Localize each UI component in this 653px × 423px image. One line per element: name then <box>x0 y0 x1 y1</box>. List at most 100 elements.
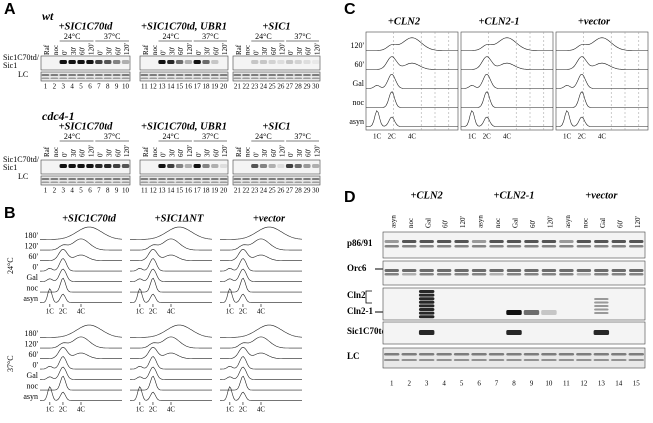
band <box>112 181 121 183</box>
label: +CLN2 <box>388 16 421 27</box>
band <box>594 305 609 307</box>
label: 8 <box>106 83 110 91</box>
label: 2C <box>239 308 248 316</box>
lane-label: 120' <box>221 43 229 55</box>
band <box>166 74 175 76</box>
label: 19 <box>211 187 219 195</box>
lane-label: noc <box>151 147 159 157</box>
band <box>202 60 210 64</box>
band <box>121 77 130 79</box>
lane-label: Raf <box>235 44 243 55</box>
label: 29 <box>303 83 311 91</box>
histogram <box>40 248 122 261</box>
lane-label: noc <box>244 147 252 157</box>
histogram <box>130 336 212 349</box>
band <box>59 60 67 64</box>
lane-label: Raf <box>142 44 150 55</box>
label: 13 <box>159 83 167 91</box>
band <box>184 164 193 168</box>
label: 1 <box>44 83 48 91</box>
lane-label: 60' <box>529 220 537 228</box>
blot-box <box>232 55 321 71</box>
band <box>541 359 557 361</box>
label: 60' <box>29 252 39 261</box>
label: 27 <box>286 83 294 91</box>
histogram <box>461 37 553 51</box>
label: 1C <box>136 406 145 414</box>
band <box>524 273 539 276</box>
band <box>219 77 228 79</box>
label: +SIC1 <box>262 21 290 32</box>
band <box>202 178 210 180</box>
band <box>268 60 276 64</box>
histogram <box>220 277 302 293</box>
band <box>384 273 399 276</box>
histogram <box>220 238 302 251</box>
band <box>112 164 121 168</box>
band <box>277 164 285 168</box>
band <box>294 77 303 79</box>
label: wt <box>42 9 54 23</box>
label: asyn <box>349 117 364 126</box>
label: 37°C <box>104 132 121 141</box>
blot-box <box>139 175 229 186</box>
histogram <box>220 288 302 303</box>
label: +SIC1ΔNT <box>155 213 204 224</box>
label: 3 <box>62 83 66 91</box>
histogram <box>556 37 648 51</box>
blot-box <box>382 287 646 321</box>
band <box>401 273 417 276</box>
band <box>268 164 276 168</box>
label: 4C <box>77 406 86 414</box>
band <box>193 164 201 168</box>
band <box>167 60 175 64</box>
lane-label: 120' <box>278 145 286 157</box>
band <box>303 74 311 76</box>
lane-label: noc <box>494 218 502 228</box>
label: LC <box>347 351 360 361</box>
label: 26 <box>277 83 285 91</box>
histogram <box>220 356 302 370</box>
band <box>50 74 59 76</box>
label: 25 <box>269 83 277 91</box>
band <box>384 245 399 248</box>
band <box>629 269 644 272</box>
band <box>454 269 469 272</box>
label: 6 <box>88 83 92 91</box>
label: 37°C <box>294 32 311 41</box>
label: 4C <box>598 133 607 141</box>
band <box>285 60 294 64</box>
band <box>121 181 130 183</box>
band <box>311 77 320 79</box>
band <box>312 164 320 168</box>
band <box>506 330 522 335</box>
label: 12 <box>150 187 158 195</box>
band <box>233 74 242 76</box>
lane-label: 120' <box>313 43 321 55</box>
lane-label: 0' <box>160 152 168 157</box>
band <box>41 178 50 180</box>
band <box>121 60 130 64</box>
label: 24 <box>260 83 268 91</box>
histogram <box>220 258 302 272</box>
histogram <box>220 346 302 359</box>
label: 2 <box>53 83 57 91</box>
band <box>219 178 228 180</box>
lane-label: 0' <box>252 152 260 157</box>
lane-label: 0' <box>96 50 104 55</box>
band <box>471 273 487 276</box>
band <box>401 353 417 356</box>
band <box>259 74 268 76</box>
band <box>202 74 210 76</box>
band <box>303 164 311 168</box>
lane-label: 120' <box>221 145 229 157</box>
band <box>219 164 228 168</box>
label: 11 <box>141 83 148 91</box>
histogram <box>130 366 212 380</box>
label: 20 <box>220 187 228 195</box>
band <box>277 77 285 79</box>
histogram <box>130 356 212 370</box>
lane-label: 60' <box>305 47 313 55</box>
band <box>524 245 539 248</box>
band <box>489 240 504 243</box>
